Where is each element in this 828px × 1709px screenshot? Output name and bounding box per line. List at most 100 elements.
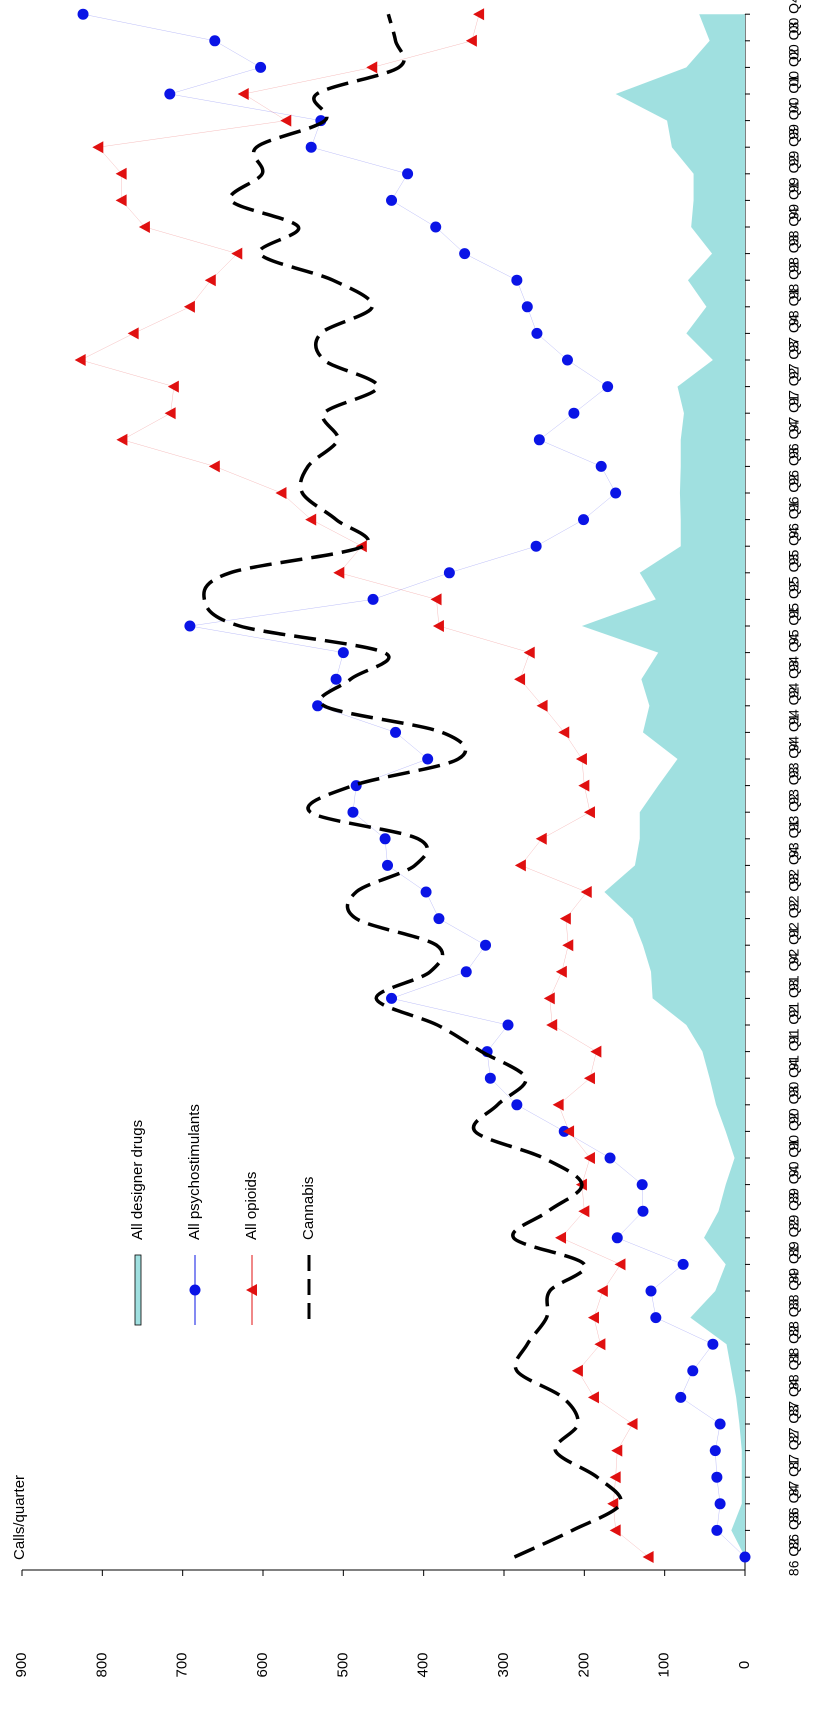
point (602, 381, 614, 393)
point (77, 8, 89, 20)
y-tick-label: 0 (736, 1661, 753, 1669)
point (583, 1072, 595, 1085)
point (183, 300, 195, 313)
point (433, 913, 445, 925)
point (578, 514, 590, 526)
point (337, 647, 349, 659)
x-tick-label: 96 Q1 (786, 500, 802, 538)
point (480, 939, 492, 951)
x-tick-label: 00 Q2 (786, 48, 802, 86)
point (521, 301, 533, 313)
point (164, 88, 176, 100)
x-tick-label: 91 Q2 (786, 1006, 802, 1044)
point (382, 859, 394, 871)
point (255, 61, 267, 73)
x-tick-label: 91 Q4 (786, 953, 802, 991)
x-tick-label: 96 Q4 (786, 421, 802, 459)
point (459, 248, 471, 260)
x-tick-label: 87 Q3 (786, 1405, 802, 1443)
point (555, 1231, 567, 1244)
point (583, 1152, 595, 1164)
point (714, 1498, 726, 1510)
point (530, 540, 542, 552)
legend-marker (189, 1284, 201, 1296)
x-tick-label: 96 Q2 (786, 474, 802, 512)
point (607, 1497, 619, 1510)
point (563, 1125, 575, 1138)
x-tick-label: 97 Q2 (786, 367, 802, 405)
x-tick-label: 89 Q3 (786, 1192, 802, 1230)
point (637, 1205, 649, 1217)
x-tick-label: 91 Q3 (786, 979, 802, 1017)
legend-label: All psychostimulants (186, 1104, 203, 1240)
point (610, 487, 622, 499)
point (204, 274, 216, 287)
x-tick-label: 92 Q1 (786, 926, 802, 964)
x-tick-label: 92 Q3 (786, 873, 802, 911)
x-tick-label: 92 Q2 (786, 899, 802, 937)
x-tick-label: 99 Q4 (786, 101, 802, 139)
point (333, 566, 345, 579)
point (543, 992, 555, 1005)
point (511, 1099, 523, 1111)
x-tick-label: 88 Q2 (786, 1325, 802, 1363)
point (568, 407, 580, 419)
point (555, 965, 567, 978)
x-tick-label: 88 Q1 (786, 1352, 802, 1390)
point (514, 859, 526, 872)
point (523, 646, 535, 659)
point (237, 88, 249, 100)
x-tick-label: 87 Q4 (786, 1378, 802, 1416)
point (533, 434, 545, 446)
x-tick-label: 98 Q4 (786, 208, 802, 246)
point (636, 1179, 648, 1191)
x-tick-label: 86 Q4 (786, 1485, 802, 1523)
point (402, 168, 414, 180)
point (546, 1019, 558, 1031)
x-tick-label: 00 Q1 (786, 75, 802, 113)
point (209, 35, 221, 47)
x-tick-label: 99 Q3 (786, 128, 802, 166)
point (473, 8, 485, 21)
x-tick-label: 94 Q4 (786, 633, 802, 671)
point (739, 1551, 751, 1563)
axis-title: Calls/quarter (11, 1475, 28, 1560)
point (116, 433, 128, 446)
point (711, 1471, 723, 1483)
point (420, 886, 432, 898)
point (208, 460, 220, 473)
y-tick-label: 200 (575, 1652, 592, 1677)
x-tick-label: 00 Q4 (786, 0, 802, 33)
point (614, 1258, 626, 1271)
point (675, 1391, 687, 1403)
point (138, 221, 150, 233)
point (580, 886, 592, 898)
point (484, 1072, 496, 1084)
x-tick-label: 99 Q2 (786, 155, 802, 193)
point (115, 167, 127, 180)
area (581, 14, 745, 1558)
point (367, 593, 379, 605)
point (430, 221, 442, 233)
point (595, 460, 607, 472)
point (587, 1311, 599, 1324)
point (280, 114, 292, 127)
point (432, 620, 444, 632)
point (514, 673, 526, 686)
point (575, 753, 587, 765)
point (386, 194, 398, 206)
point (562, 939, 574, 952)
point (578, 779, 590, 792)
point (611, 1444, 623, 1457)
line (83, 14, 746, 1558)
point (611, 1232, 623, 1244)
point (596, 1285, 608, 1297)
x-tick-label: 89 Q1 (786, 1245, 802, 1283)
point (305, 141, 317, 153)
point (305, 513, 317, 526)
point (74, 354, 86, 366)
x-tick-label: 90 Q1 (786, 1139, 802, 1177)
y-tick-label: 600 (254, 1652, 271, 1677)
y-tick-label: 100 (656, 1652, 673, 1677)
point (422, 753, 434, 765)
